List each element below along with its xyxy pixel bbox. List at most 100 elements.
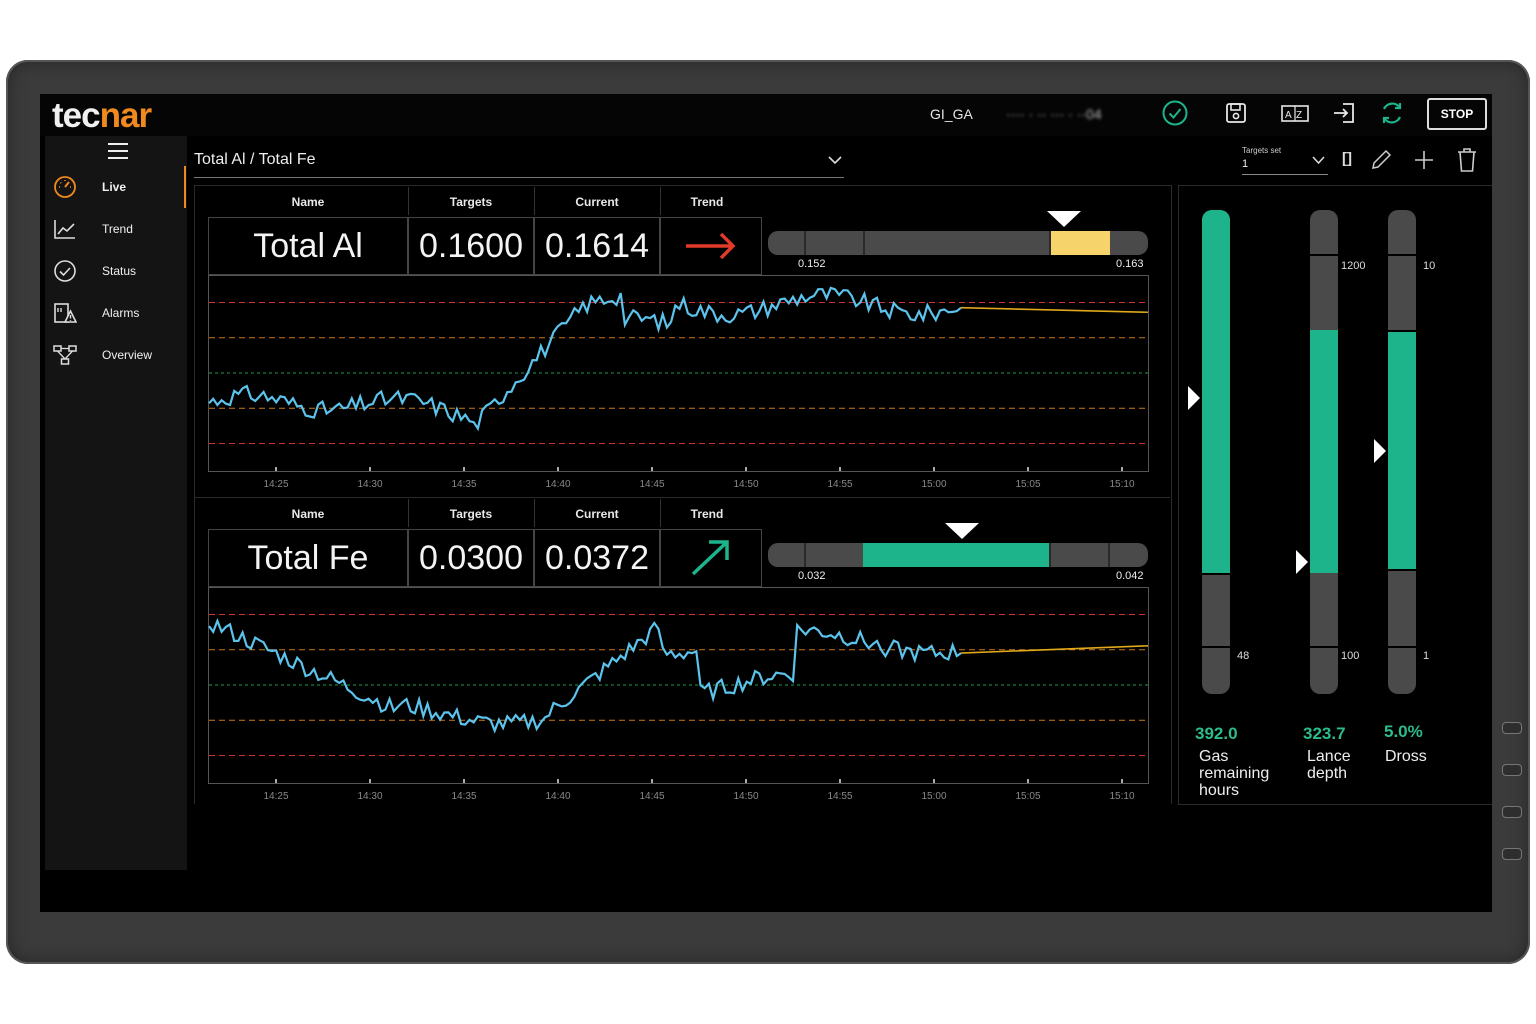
range-divider xyxy=(804,231,807,255)
obscured-label: ···· · ·· ··· · ··04 xyxy=(1006,106,1102,122)
svg-text:A: A xyxy=(1285,110,1292,121)
current-value-cell: 0.0372 xyxy=(534,529,660,587)
trend-chart[interactable]: 14:25 14:30 14:35 14:40 14:45 14:50 14:55 15:00… xyxy=(208,587,1150,805)
column-header-current: Current xyxy=(575,195,619,209)
chevron-down-icon xyxy=(828,156,842,165)
check-circle-icon[interactable] xyxy=(1162,100,1188,126)
refresh-icon[interactable] xyxy=(1379,100,1405,126)
lance-depth-label: Lance depth xyxy=(1307,748,1351,782)
x-tick-label: 14:25 xyxy=(263,479,288,490)
gauge-tick-high: 1200 xyxy=(1341,260,1366,272)
x-tick-label: 14:35 xyxy=(451,479,476,490)
range-min: 0.152 xyxy=(798,258,826,270)
range-indicator xyxy=(768,543,1148,567)
element-name-cell: Total Al xyxy=(208,217,408,275)
monitor-button[interactable] xyxy=(1502,764,1522,776)
x-tick-label: 15:05 xyxy=(1015,791,1040,802)
gas-hours-value: 392.0 xyxy=(1195,724,1238,743)
range-indicator xyxy=(768,231,1148,255)
gauge-tick-low: 48 xyxy=(1237,650,1250,662)
delete-icon[interactable] xyxy=(1455,147,1479,173)
select-value: Total Al / Total Fe xyxy=(194,151,316,168)
monitor-button[interactable] xyxy=(1502,806,1522,818)
network-icon xyxy=(53,345,77,365)
column-header-current: Current xyxy=(575,507,619,521)
range-divider xyxy=(1049,543,1052,567)
gauge-marker xyxy=(1188,386,1200,410)
tecnar-logo: tecnar xyxy=(52,96,152,135)
column-separator xyxy=(408,187,409,215)
monitor-button[interactable] xyxy=(1502,722,1522,734)
sidebar: Live Trend Status Alarms xyxy=(45,136,187,870)
gauge-divider xyxy=(1310,646,1338,648)
column-separator xyxy=(660,499,661,527)
x-tick-label: 14:25 xyxy=(263,791,288,802)
column-separator xyxy=(534,499,535,527)
sidebar-item-label: Live xyxy=(102,180,127,194)
sidebar-item-label: Status xyxy=(102,264,137,278)
x-tick-label: 14:35 xyxy=(451,791,476,802)
dross-value: 5.0% xyxy=(1384,722,1423,741)
x-tick-label: 15:10 xyxy=(1109,791,1134,802)
dross-gauge xyxy=(1388,210,1416,694)
language-icon[interactable]: A Z xyxy=(1280,100,1310,126)
app-screen: tecnar GI_GA ···· · ·· ··· · ··04 A Z ST… xyxy=(40,94,1492,912)
hamburger-icon[interactable] xyxy=(107,142,129,160)
gauge-divider xyxy=(1202,646,1230,648)
gauge-fill xyxy=(1310,330,1338,573)
element-name-text: Total Fe xyxy=(247,538,369,577)
x-tick-label: 14:50 xyxy=(733,479,758,490)
edit-icon[interactable] xyxy=(1369,148,1393,172)
column-header-trend: Trend xyxy=(690,507,724,521)
element-name-text: Total Al xyxy=(253,226,363,265)
column-header-targets: Targets xyxy=(449,507,493,521)
trend-cell xyxy=(660,529,762,587)
range-divider xyxy=(804,543,807,567)
sidebar-item-status[interactable]: Status xyxy=(45,253,187,289)
range-fill xyxy=(863,543,1050,567)
trend-chart[interactable]: 14:25 14:30 14:35 14:40 14:45 14:50 14:55 15:00… xyxy=(208,275,1150,493)
x-tick-label: 14:30 xyxy=(357,479,382,490)
column-header-targets: Targets xyxy=(449,195,493,209)
x-tick-label: 14:55 xyxy=(827,791,852,802)
range-divider xyxy=(1108,543,1111,567)
element-name-cell: Total Fe xyxy=(208,529,408,587)
target-value-text: 0.0300 xyxy=(419,538,523,577)
gauge-marker xyxy=(1296,550,1308,574)
target-value-cell: 0.0300 xyxy=(408,529,534,587)
x-tick-label: 14:30 xyxy=(357,791,382,802)
stop-button[interactable]: STOP xyxy=(1427,98,1487,130)
range-min: 0.032 xyxy=(798,570,826,582)
gas-hours-label: Gas remaining hours xyxy=(1199,748,1270,799)
alarm-icon xyxy=(54,303,77,323)
x-tick-label: 14:45 xyxy=(639,791,664,802)
targets-set-select[interactable]: Targets set 1 xyxy=(1242,144,1328,175)
sidebar-item-live[interactable]: Live xyxy=(45,169,187,205)
save-icon[interactable] xyxy=(1223,100,1249,126)
x-tick-label: 15:10 xyxy=(1109,479,1134,490)
range-divider xyxy=(1049,231,1052,255)
arrow-up-right-icon xyxy=(691,540,729,576)
x-tick-label: 15:00 xyxy=(921,791,946,802)
add-icon[interactable] xyxy=(1412,148,1436,172)
element-pair-select[interactable]: Total Al / Total Fe xyxy=(194,144,844,178)
gauge-divider xyxy=(1388,646,1416,648)
range-max: 0.163 xyxy=(1116,258,1144,270)
login-icon[interactable] xyxy=(1331,100,1357,126)
target-marker xyxy=(944,523,979,539)
lance-depth-value: 323.7 xyxy=(1303,724,1346,743)
element-panels xyxy=(194,185,1172,804)
sidebar-item-overview[interactable]: Overview xyxy=(45,337,187,373)
gas-hours-gauge xyxy=(1202,210,1230,694)
gauge-icon xyxy=(54,176,76,198)
brackets-button[interactable]: [] xyxy=(1342,150,1352,167)
sidebar-item-alarms[interactable]: Alarms xyxy=(45,295,187,331)
monitor-button[interactable] xyxy=(1502,848,1522,860)
measurement-series xyxy=(208,286,962,432)
dross-label: Dross xyxy=(1385,748,1427,765)
gauge-fill xyxy=(1202,210,1230,573)
current-value-text: 0.1614 xyxy=(545,226,649,265)
target-value-text: 0.1600 xyxy=(419,226,523,265)
range-max: 0.042 xyxy=(1116,570,1144,582)
sidebar-item-trend[interactable]: Trend xyxy=(45,211,187,247)
